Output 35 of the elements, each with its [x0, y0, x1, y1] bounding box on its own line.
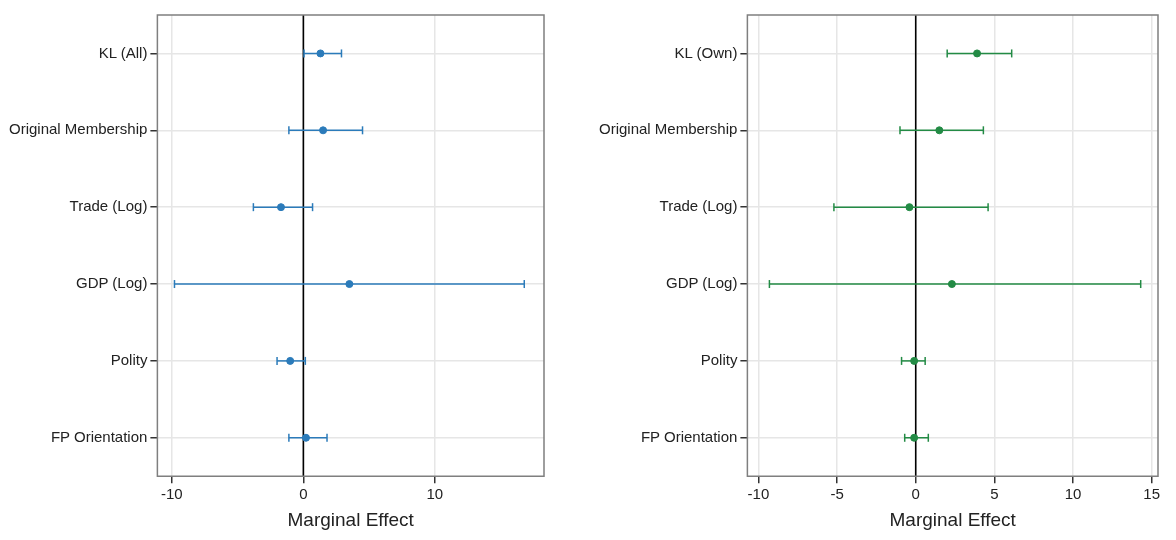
y-tick-label: KL (All) [98, 43, 148, 61]
x-tick-label: -10 [161, 485, 183, 503]
x-tick-label: 15 [1143, 485, 1161, 503]
y-tick-label: Original Membership [598, 120, 738, 138]
x-tick-label: 10 [426, 485, 444, 503]
y-tick-label: Polity [110, 351, 148, 369]
point [910, 356, 919, 365]
point [316, 49, 325, 58]
point [905, 203, 914, 212]
point [935, 126, 944, 135]
y-tick-label: GDP (Log) [665, 274, 738, 292]
point [973, 49, 982, 58]
y-tick-label: FP Orientation [50, 427, 148, 445]
x-tick-label: 0 [911, 485, 920, 503]
y-tick-label: GDP (Log) [75, 274, 148, 292]
point [286, 356, 295, 365]
x-tick-label: -5 [830, 485, 844, 503]
y-tick-label: Trade (Log) [69, 197, 148, 215]
point [947, 280, 956, 289]
x-tick-label: 0 [299, 485, 308, 503]
point [910, 433, 919, 442]
x-axis-title: Marginal Effect [287, 508, 415, 530]
y-tick-label: KL (Own) [674, 43, 738, 61]
x-axis-title: Marginal Effect [889, 508, 1017, 530]
point [345, 280, 354, 289]
x-tick-label: 10 [1064, 485, 1082, 503]
point [301, 433, 310, 442]
y-tick-label: FP Orientation [640, 427, 738, 445]
point [319, 126, 328, 135]
point [277, 203, 285, 212]
y-tick-label: Original Membership [8, 120, 148, 138]
y-tick-label: Polity [700, 351, 738, 369]
x-tick-label: -10 [747, 485, 770, 503]
y-tick-label: Trade (Log) [659, 197, 738, 215]
x-tick-label: 5 [990, 485, 999, 503]
